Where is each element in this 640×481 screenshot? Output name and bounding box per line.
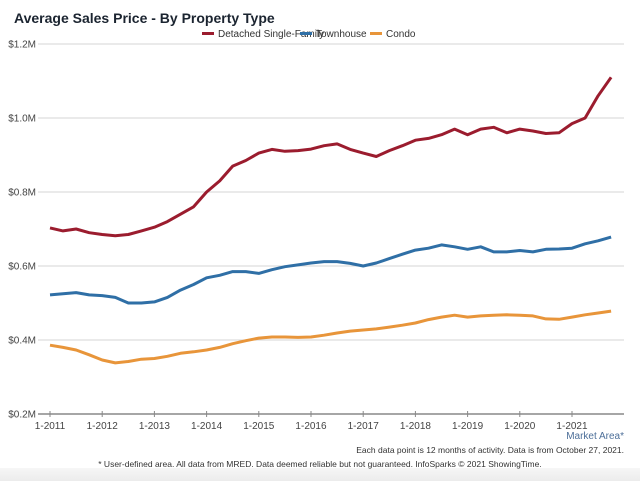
y-tick-label: $0.4M	[8, 336, 36, 347]
series-line-townhouse[interactable]	[49, 235, 612, 305]
series-lines	[49, 76, 613, 365]
x-tick-label: 1-2014	[191, 421, 223, 432]
x-tick-label: 1-2017	[348, 421, 380, 432]
x-tick-label: 1-2012	[87, 421, 119, 432]
legend-swatch	[300, 32, 312, 35]
disclaimer: * User-defined area. All data from MRED.…	[98, 459, 541, 469]
x-axis: 1-2011 1-2012 1-2013 1-2014 1-2015 1-2016 1-20…	[35, 411, 588, 432]
y-tick-label: $1.2M	[8, 40, 36, 51]
y-tick-label: $0.2M	[8, 410, 36, 421]
y-tick-label: $1.0M	[8, 114, 36, 125]
x-tick-label: 1-2019	[452, 421, 484, 432]
legend-label: Condo	[386, 29, 416, 40]
x-tick-label: 1-2013	[139, 421, 171, 432]
chart-title: Average Sales Price - By Property Type	[14, 10, 275, 26]
legend-label: Detached Single-Family	[218, 29, 324, 40]
x-tick-label: 1-2018	[400, 421, 432, 432]
legend-label: Townhouse	[316, 29, 367, 40]
legend-swatch	[202, 32, 214, 35]
legend-item[interactable]: Condo	[370, 29, 416, 40]
gridlines	[38, 43, 624, 415]
series-line-condo[interactable]	[49, 309, 612, 365]
y-tick-label: $0.6M	[8, 262, 36, 273]
legend-item[interactable]: Detached Single-Family	[202, 29, 324, 40]
legend-item[interactable]: Townhouse	[300, 29, 367, 40]
y-tick-label: $0.8M	[8, 188, 36, 199]
footer-band	[0, 468, 640, 481]
y-axis: $0.2M $0.4M $0.6M $0.8M $1.0M $1.2M	[8, 40, 36, 421]
x-tick-label: 1-2011	[35, 421, 66, 432]
data-note: Each data point is 12 months of activity…	[356, 445, 624, 455]
x-tick-label: 1-2015	[243, 421, 275, 432]
series-line-detached-single-family[interactable]	[49, 76, 613, 238]
x-tick-label: 1-2020	[504, 421, 536, 432]
market-area-label[interactable]: Market Area*	[566, 431, 624, 442]
x-tick-label: 1-2016	[295, 421, 327, 432]
legend-swatch	[370, 32, 382, 35]
x-tick-label: 1-2021	[556, 421, 588, 432]
